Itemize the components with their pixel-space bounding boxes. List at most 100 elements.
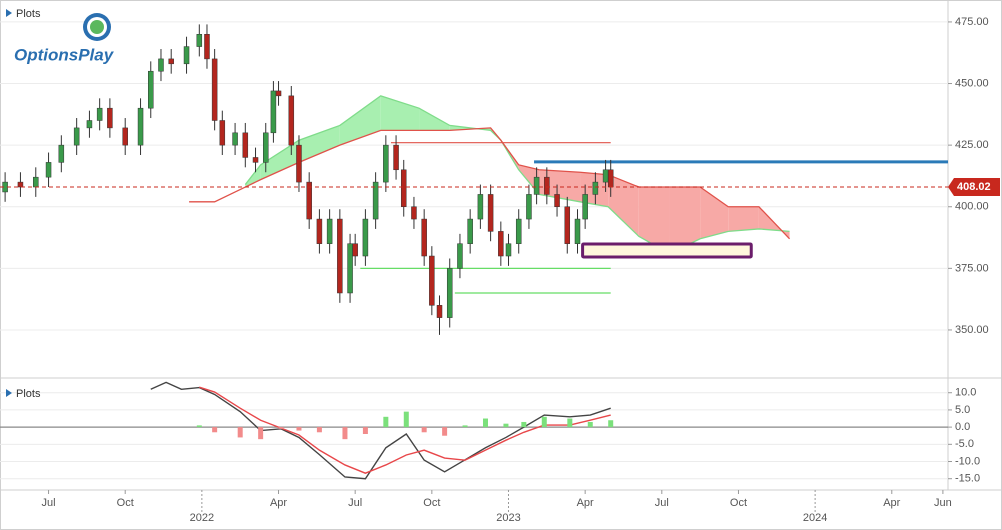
cloud-segment bbox=[419, 108, 450, 131]
candle-body bbox=[148, 70, 154, 109]
candle-body bbox=[252, 157, 259, 163]
y-tick-label: 0.0 bbox=[955, 421, 970, 433]
y-tick-label: -10.0 bbox=[955, 455, 980, 467]
cloud-segment bbox=[669, 187, 701, 254]
cloud-segment bbox=[380, 95, 420, 131]
candle-body bbox=[288, 95, 295, 146]
candle-body bbox=[306, 181, 312, 220]
histogram-bar bbox=[482, 418, 488, 428]
histogram-bar bbox=[567, 418, 573, 428]
candle-body bbox=[219, 120, 226, 146]
candle-body bbox=[107, 107, 113, 129]
y-tick-label: 425.00 bbox=[955, 139, 989, 151]
candle-body bbox=[183, 46, 190, 65]
candle-body bbox=[45, 162, 52, 178]
candle-body bbox=[446, 268, 453, 318]
grid-layer: 475.00 450.00 425.00 400.00 375.00 350.00 10.0… bbox=[0, 16, 989, 524]
candle-body bbox=[429, 255, 435, 306]
histogram-bar bbox=[237, 427, 243, 438]
histogram-bar bbox=[421, 427, 427, 433]
y-tick-label: 400.00 bbox=[955, 201, 989, 213]
y-tick-label: -15.0 bbox=[955, 473, 980, 485]
candle-body bbox=[477, 194, 484, 220]
x-tick-label: Jun bbox=[934, 497, 952, 509]
candle-body bbox=[411, 206, 417, 220]
panel-toggle[interactable] bbox=[6, 389, 12, 397]
x-tick-label: Oct bbox=[730, 497, 747, 509]
year-label: 2023 bbox=[496, 512, 520, 524]
candle-body bbox=[296, 144, 302, 183]
candle-body bbox=[383, 144, 389, 183]
candle-body bbox=[400, 169, 407, 207]
histogram-bar bbox=[258, 427, 264, 440]
candle-body bbox=[544, 176, 550, 195]
cloud-segment bbox=[638, 187, 670, 254]
candle-body bbox=[58, 144, 65, 163]
logo-core bbox=[90, 20, 104, 34]
histogram-bar bbox=[521, 421, 527, 428]
x-tick-label: Apr bbox=[883, 497, 900, 509]
x-tick-label: Jul bbox=[42, 497, 56, 509]
cloud-segment bbox=[339, 95, 381, 146]
histogram-bar bbox=[362, 427, 368, 434]
x-tick-label: Apr bbox=[270, 497, 287, 509]
cloud-segment bbox=[700, 187, 729, 239]
candle-body bbox=[564, 206, 571, 244]
panel-label: Plots bbox=[16, 8, 41, 20]
candle-body bbox=[505, 243, 512, 257]
histogram-bar bbox=[316, 427, 322, 433]
candle-body bbox=[204, 34, 210, 60]
candle-body bbox=[270, 90, 277, 134]
candle-body bbox=[232, 132, 238, 146]
histogram-bar bbox=[442, 427, 448, 436]
candle-body bbox=[457, 243, 463, 269]
histogram-bar bbox=[342, 427, 348, 440]
cloud-segment bbox=[728, 206, 759, 232]
candle-body bbox=[242, 132, 249, 158]
panel-label: Plots bbox=[16, 388, 41, 400]
candle-body bbox=[352, 243, 358, 257]
histogram-bar bbox=[608, 420, 614, 428]
candle-body bbox=[73, 127, 80, 146]
y-tick-label: -5.0 bbox=[955, 438, 974, 450]
candle-body bbox=[122, 127, 128, 146]
candle-body bbox=[337, 218, 343, 294]
histogram-bar bbox=[587, 421, 593, 428]
candle-body bbox=[592, 181, 599, 195]
histogram-bar bbox=[462, 425, 468, 428]
macd-line bbox=[199, 386, 611, 474]
y-tick-label: 5.0 bbox=[955, 404, 970, 416]
panel-toggle[interactable] bbox=[6, 9, 12, 17]
x-tick-label: Jul bbox=[348, 497, 362, 509]
y-tick-label: 475.00 bbox=[955, 16, 989, 28]
candle-body bbox=[582, 194, 588, 220]
x-tick-label: Oct bbox=[117, 497, 134, 509]
histogram-bar bbox=[196, 425, 202, 428]
y-tick-label: 350.00 bbox=[955, 324, 989, 336]
year-label: 2024 bbox=[803, 512, 827, 524]
histogram-bar bbox=[278, 427, 284, 429]
candle-body bbox=[275, 90, 282, 97]
y-tick-label: 375.00 bbox=[955, 262, 989, 274]
candle-body bbox=[168, 58, 174, 65]
candle-body bbox=[96, 107, 103, 121]
cloud-segment bbox=[260, 140, 299, 180]
candle-body bbox=[533, 176, 540, 195]
candle-body bbox=[211, 58, 218, 121]
marks-layer: 408.02 bbox=[0, 24, 1000, 480]
candle-body bbox=[393, 144, 399, 171]
histogram-bar bbox=[503, 423, 509, 428]
candle-body bbox=[326, 218, 333, 244]
candle-body bbox=[421, 218, 427, 257]
histogram-bar bbox=[296, 427, 302, 431]
cloud-segment bbox=[298, 125, 340, 163]
candle-body bbox=[17, 181, 24, 188]
histogram-bar bbox=[541, 416, 547, 428]
candle-body bbox=[554, 194, 560, 207]
candle-body bbox=[498, 231, 504, 257]
candle-body bbox=[158, 58, 164, 72]
candle-body bbox=[467, 218, 473, 244]
cloud-span-a bbox=[244, 95, 790, 255]
x-tick-label: Oct bbox=[423, 497, 440, 509]
